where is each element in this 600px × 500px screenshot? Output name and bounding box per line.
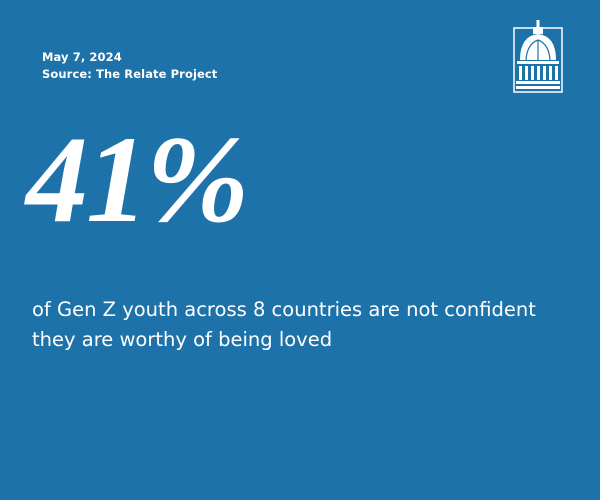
source: Source: The Relate Project [42, 67, 218, 81]
logo [513, 20, 563, 93]
description: of Gen Z youth across 8 countries are no… [32, 298, 536, 351]
headline-stat: 41% [26, 111, 249, 248]
date: May 7, 2024 [42, 50, 122, 64]
